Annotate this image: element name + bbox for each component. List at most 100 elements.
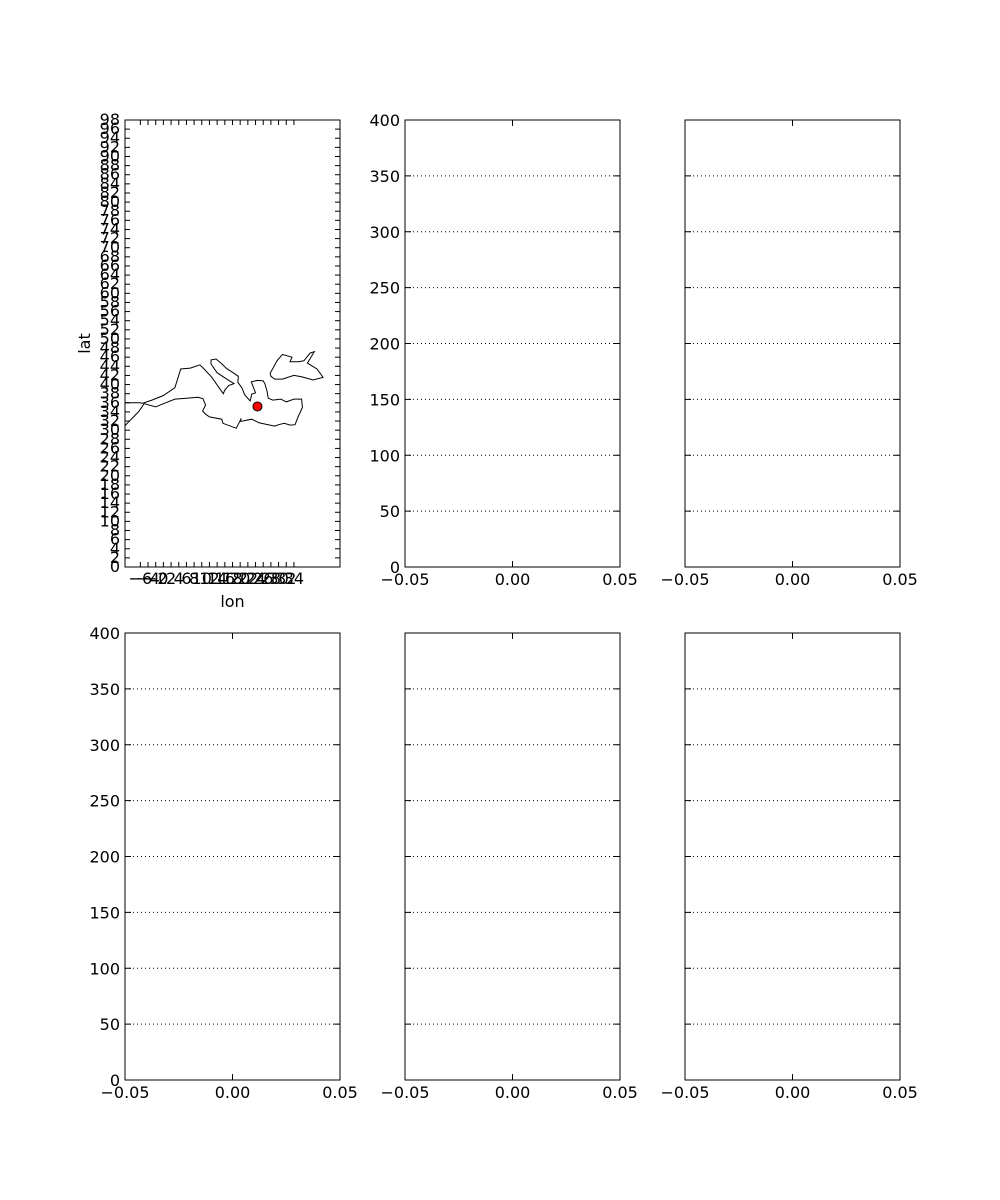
y-tick-label: 26 <box>100 438 120 457</box>
axes-frame <box>124 632 341 1081</box>
x-tick-label: 0.00 <box>495 1083 531 1102</box>
y-tick-label: 12 <box>100 502 120 521</box>
y-tick-label: 98 <box>100 110 120 129</box>
y-tick-label: 68 <box>100 247 120 266</box>
y-tick-label: 78 <box>100 201 120 220</box>
y-tick-label: 38 <box>100 384 120 403</box>
y-tick-label: 54 <box>100 311 120 330</box>
x-tick-label: 0.05 <box>882 570 918 589</box>
y-tick-label: 150 <box>369 390 400 409</box>
x-tick-label: −0.05 <box>380 1083 429 1102</box>
x-tick-label: 0.00 <box>495 570 531 589</box>
axes-frame <box>404 119 621 568</box>
x-tick-label: 0 <box>158 569 168 588</box>
x-tick-label: 10 <box>192 569 212 588</box>
x-tick-label: 0.05 <box>322 1083 358 1102</box>
x-tick-label: −4 <box>136 569 160 588</box>
y-tick-label: 24 <box>100 448 120 467</box>
y-tick-label: 350 <box>369 167 400 186</box>
mediterranean-coastline <box>124 358 303 429</box>
y-tick-label: 22 <box>100 457 120 476</box>
y-tick-label: 74 <box>100 219 120 238</box>
x-tick-label: 14 <box>207 569 227 588</box>
x-tick-label: 0.05 <box>602 570 638 589</box>
chart-panel-1: −6−4−20246810121416182022242628303234024… <box>75 110 341 611</box>
x-tick-label: 12 <box>199 569 219 588</box>
y-tick-label: 200 <box>369 335 400 354</box>
x-tick-label: 0.00 <box>215 1083 251 1102</box>
y-tick-label: 8 <box>110 521 120 540</box>
x-tick-label: 22 <box>238 569 258 588</box>
y-tick-label: 64 <box>100 265 120 284</box>
y-tick-label: 10 <box>100 511 120 530</box>
y-tick-label: 36 <box>100 393 120 412</box>
x-tick-label: 20 <box>230 569 250 588</box>
x-tick-label: 0.00 <box>775 570 811 589</box>
y-tick-label: 20 <box>100 466 120 485</box>
y-tick-label: 0 <box>110 1071 120 1090</box>
y-tick-label: 76 <box>100 210 120 229</box>
x-tick-label: 4 <box>174 569 184 588</box>
x-tick-label: 2 <box>166 569 176 588</box>
x-tick-label: 30 <box>268 569 288 588</box>
x-tick-label: 0.05 <box>882 1083 918 1102</box>
y-tick-label: 50 <box>380 502 400 521</box>
x-tick-label: 0.00 <box>775 1083 811 1102</box>
y-tick-label: 300 <box>369 223 400 242</box>
chart-panel-4: −0.05 0.00 0.05 0 50 100 150 200 250 300 350 400 <box>89 624 357 1102</box>
location-marker-1 <box>252 401 263 412</box>
y-tick-label: 56 <box>100 302 120 321</box>
y-tick-label: 200 <box>89 848 120 867</box>
black-sea-coastline <box>269 350 324 381</box>
y-tick-label: 94 <box>100 128 120 147</box>
x-tick-label: −0.05 <box>380 570 429 589</box>
x-tick-label: 16 <box>215 569 235 588</box>
y-tick-label: 30 <box>100 420 120 439</box>
y-tick-label: 96 <box>100 119 120 138</box>
axes-frame <box>404 632 621 1081</box>
y-tick-label: 16 <box>100 484 120 503</box>
axes-frame <box>124 119 341 568</box>
y-tick-label: 150 <box>89 903 120 922</box>
x-tick-label: 24 <box>245 569 265 588</box>
x-tick-label: 0.05 <box>602 1083 638 1102</box>
y-tick-label: 100 <box>369 446 400 465</box>
y-tick-label: 300 <box>89 736 120 755</box>
x-tick-label: 32 <box>276 569 296 588</box>
x-tick-label: 18 <box>222 569 242 588</box>
y-tick-label: 86 <box>100 165 120 184</box>
x-tick-label: 34 <box>284 569 304 588</box>
y-tick-label: 52 <box>100 320 120 339</box>
y-tick-label: 80 <box>100 192 120 211</box>
chart-panel-3: −0.05 0.00 0.05 <box>660 119 918 589</box>
y-tick-label: 0 <box>390 558 400 577</box>
x-tick-label: −0.05 <box>100 1083 149 1102</box>
x-tick-label: −0.05 <box>660 1083 709 1102</box>
y-tick-label: 66 <box>100 256 120 275</box>
y-tick-label: 250 <box>369 279 400 298</box>
axes-frame <box>684 632 901 1081</box>
y-tick-label: 50 <box>100 1015 120 1034</box>
y-tick-label: 92 <box>100 137 120 156</box>
y-tick-label: 350 <box>89 680 120 699</box>
y-tick-label: 4 <box>110 539 120 558</box>
y-tick-label: 0 <box>110 557 120 576</box>
y-tick-label: 48 <box>100 338 120 357</box>
y-tick-label: 2 <box>110 548 120 567</box>
x-tick-label: 6 <box>181 569 191 588</box>
y-tick-label: 46 <box>100 347 120 366</box>
y-tick-label: 72 <box>100 229 120 248</box>
y-tick-label: 84 <box>100 174 120 193</box>
x-tick-label: 8 <box>189 569 199 588</box>
chart-panel-2: −0.05 0.00 0.05 0 50 100 150 200 250 300 350 400 <box>369 111 637 589</box>
y-tick-label: 18 <box>100 475 120 494</box>
y-tick-label: 6 <box>110 530 120 549</box>
y-tick-label: 50 <box>100 329 120 348</box>
x-tick-label: 28 <box>261 569 281 588</box>
y-tick-label: 90 <box>100 146 120 165</box>
y-tick-label: 250 <box>89 792 120 811</box>
y-tick-label: 44 <box>100 356 120 375</box>
y-tick-label: 70 <box>100 238 120 257</box>
y-tick-label: 58 <box>100 292 120 311</box>
